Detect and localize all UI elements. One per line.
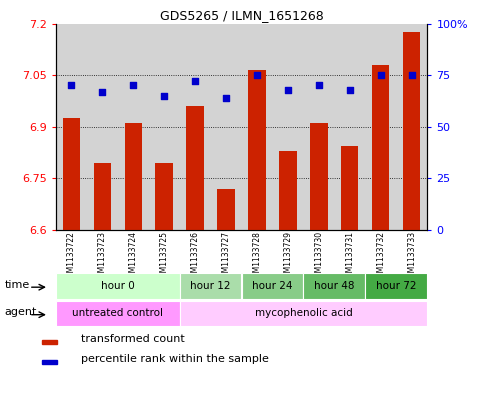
Bar bbox=[56, 273, 180, 299]
Text: hour 48: hour 48 bbox=[314, 281, 355, 291]
Bar bbox=[211, 24, 242, 230]
Point bbox=[315, 83, 323, 89]
Bar bbox=[94, 163, 111, 230]
Point bbox=[67, 83, 75, 89]
Bar bbox=[242, 24, 272, 230]
Text: time: time bbox=[4, 280, 29, 290]
Bar bbox=[403, 32, 421, 230]
Bar bbox=[180, 301, 427, 326]
Bar bbox=[248, 70, 266, 230]
Text: transformed count: transformed count bbox=[81, 334, 185, 344]
Bar bbox=[366, 273, 427, 299]
Bar bbox=[341, 146, 358, 230]
Point bbox=[191, 78, 199, 84]
Text: hour 12: hour 12 bbox=[190, 281, 231, 291]
Bar bbox=[186, 106, 203, 230]
Bar bbox=[42, 360, 57, 364]
Text: mycophenolic acid: mycophenolic acid bbox=[255, 309, 353, 318]
Bar bbox=[180, 24, 211, 230]
Bar bbox=[56, 24, 86, 230]
Bar bbox=[86, 24, 117, 230]
Bar bbox=[156, 163, 172, 230]
Bar bbox=[272, 24, 303, 230]
Bar bbox=[372, 65, 389, 230]
Text: hour 72: hour 72 bbox=[376, 281, 417, 291]
Point bbox=[253, 72, 261, 78]
Bar bbox=[397, 24, 427, 230]
Bar bbox=[149, 24, 180, 230]
Point bbox=[346, 86, 354, 93]
Point bbox=[222, 95, 230, 101]
Bar bbox=[242, 273, 303, 299]
Bar bbox=[180, 273, 242, 299]
Text: hour 0: hour 0 bbox=[100, 281, 134, 291]
Bar bbox=[62, 118, 80, 230]
Point bbox=[98, 88, 106, 95]
Bar bbox=[125, 123, 142, 230]
Bar bbox=[334, 24, 366, 230]
Bar bbox=[56, 301, 180, 326]
Point bbox=[377, 72, 385, 78]
Point bbox=[129, 83, 137, 89]
Bar bbox=[311, 123, 327, 230]
Point bbox=[284, 86, 292, 93]
Title: GDS5265 / ILMN_1651268: GDS5265 / ILMN_1651268 bbox=[159, 9, 324, 22]
Bar bbox=[303, 24, 334, 230]
Point bbox=[160, 93, 168, 99]
Bar bbox=[303, 273, 366, 299]
Text: percentile rank within the sample: percentile rank within the sample bbox=[81, 354, 269, 364]
Bar bbox=[217, 189, 235, 230]
Bar bbox=[117, 24, 149, 230]
Text: hour 24: hour 24 bbox=[252, 281, 293, 291]
Bar bbox=[280, 151, 297, 230]
Point bbox=[408, 72, 416, 78]
Bar bbox=[42, 340, 57, 344]
Text: agent: agent bbox=[4, 307, 37, 317]
Bar bbox=[366, 24, 397, 230]
Text: untreated control: untreated control bbox=[72, 309, 163, 318]
